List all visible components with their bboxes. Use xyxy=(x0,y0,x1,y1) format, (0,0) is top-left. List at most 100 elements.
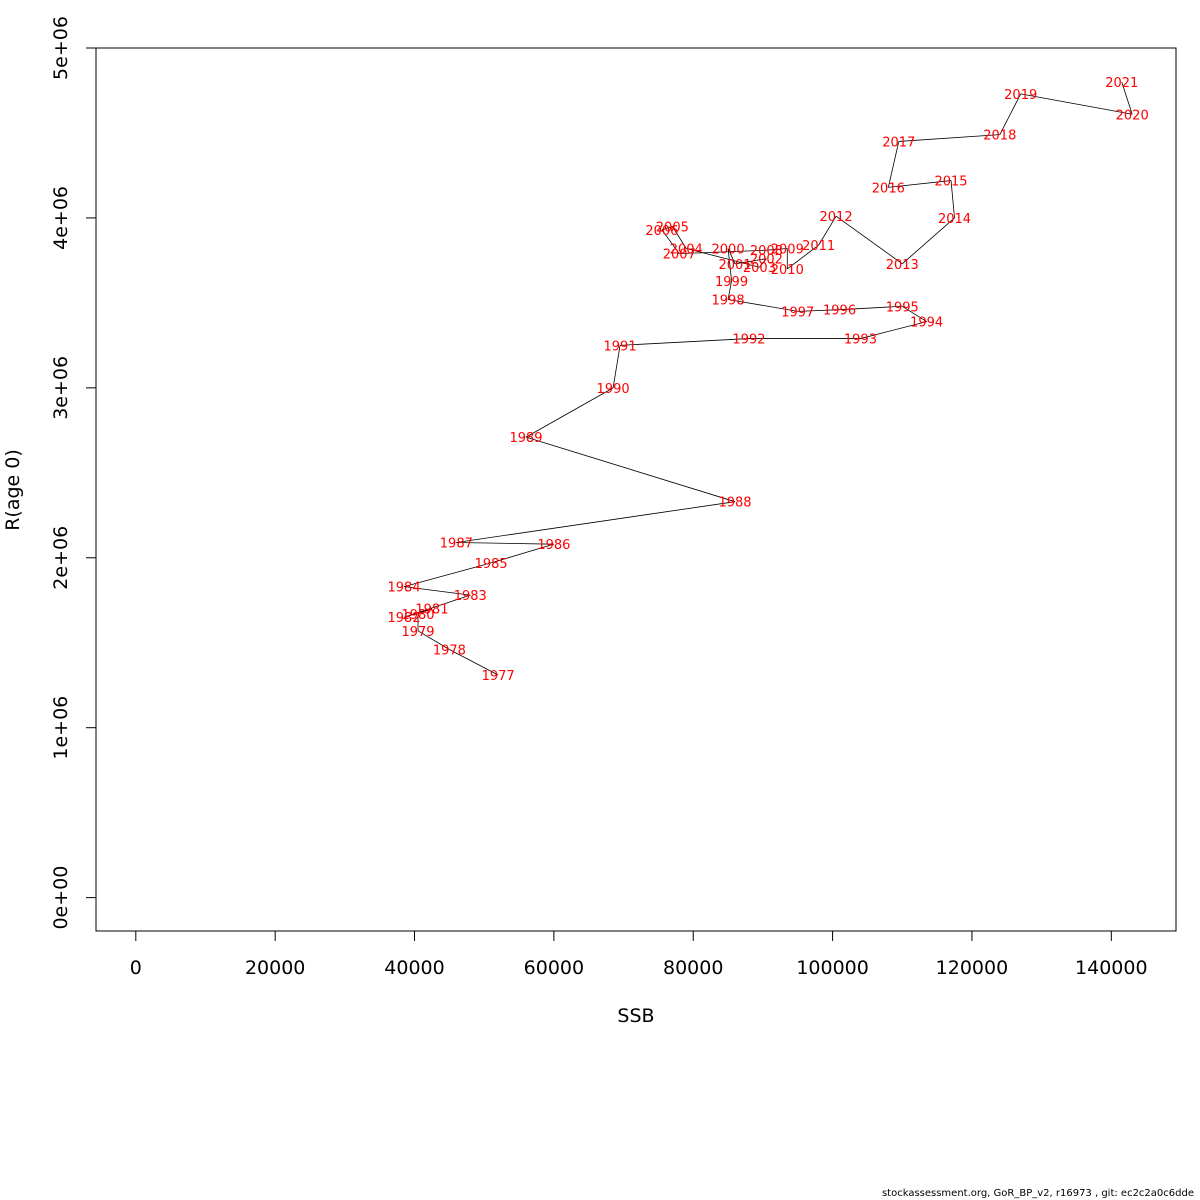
year-label: 1985 xyxy=(475,557,508,572)
trajectory-segment xyxy=(734,258,767,265)
trajectory-segment xyxy=(898,134,1000,142)
year-label: 2012 xyxy=(820,210,853,225)
trajectory-segment xyxy=(999,93,1022,135)
year-label: 1982 xyxy=(388,611,421,626)
year-label: 2009 xyxy=(771,243,804,258)
year-label: 1986 xyxy=(537,538,570,553)
trajectory-line xyxy=(403,81,1133,676)
trajectory-segment xyxy=(403,594,471,618)
year-label: 2005 xyxy=(656,220,689,235)
year-label: 2001 xyxy=(718,258,751,273)
x-tick-label: 140000 xyxy=(1075,957,1148,979)
plot-frame xyxy=(95,47,1177,932)
trajectory-segment xyxy=(661,229,680,254)
trajectory-segment xyxy=(727,248,736,264)
y-axis-label: R(age 0) xyxy=(2,449,24,531)
x-tick-label: 0 xyxy=(130,957,142,979)
trajectory-segment xyxy=(404,586,471,596)
year-label: 2019 xyxy=(1004,88,1037,103)
trajectory-segment xyxy=(403,562,492,588)
year-label: 2003 xyxy=(743,261,776,276)
year-label: 2002 xyxy=(750,253,783,268)
year-label: 1992 xyxy=(732,333,765,348)
trajectory-segment xyxy=(456,542,554,545)
year-label: 1991 xyxy=(604,339,637,354)
year-label: 2017 xyxy=(882,135,915,150)
year-label: 1997 xyxy=(781,305,814,320)
trajectory-segment xyxy=(818,216,837,246)
year-label: 1988 xyxy=(718,496,751,511)
year-label: 1978 xyxy=(433,644,466,659)
year-label: 2013 xyxy=(886,258,919,273)
y-tick-label: 0e+00 xyxy=(50,866,72,930)
trajectory-segment xyxy=(887,141,900,188)
trajectory-segment xyxy=(787,244,819,270)
trajectory-segment xyxy=(835,215,903,265)
trajectory-segment xyxy=(728,299,798,312)
trajectory-segment xyxy=(727,248,732,281)
year-label: 2011 xyxy=(802,239,835,254)
trajectory-segment xyxy=(612,345,621,388)
year-label: 1984 xyxy=(388,581,421,596)
y-tick-label: 5e+06 xyxy=(50,16,72,80)
y-axis: 0e+00 1e+06 2e+06 3e+06 4e+06 5e+06 xyxy=(50,16,97,930)
footer-credit: stockassessment.org, GoR_BP_v2, r16973 ,… xyxy=(881,1188,1194,1199)
year-label: 2006 xyxy=(645,224,678,239)
year-label: 1996 xyxy=(823,304,856,319)
year-label: 1979 xyxy=(401,625,434,640)
trajectory-segment xyxy=(797,309,840,312)
year-label: 2014 xyxy=(938,212,971,227)
y-tick-label: 1e+06 xyxy=(50,696,72,760)
trajectory-segment xyxy=(766,248,788,251)
year-label: 1995 xyxy=(886,300,919,315)
year-label: 1999 xyxy=(715,275,748,290)
y-tick-label: 4e+06 xyxy=(50,186,72,250)
year-label: 2016 xyxy=(872,181,905,196)
x-axis: 0 20000 40000 60000 80000 100000 120000 140000 xyxy=(130,930,1148,979)
year-label: 1977 xyxy=(482,669,515,684)
x-tick-label: 40000 xyxy=(384,957,444,979)
trajectory-segment xyxy=(727,280,732,300)
trajectory-segment xyxy=(888,180,952,188)
trajectory-segment xyxy=(679,249,767,255)
year-label: 2020 xyxy=(1116,108,1149,123)
trajectory-segment xyxy=(839,305,903,311)
y-tick-label: 2e+06 xyxy=(50,526,72,590)
trajectory-segment xyxy=(759,258,767,268)
year-label: 1993 xyxy=(844,333,877,348)
year-label: 1983 xyxy=(454,589,487,604)
trajectory-segment xyxy=(661,226,673,231)
x-tick-label: 100000 xyxy=(796,957,869,979)
trajectory-segment xyxy=(860,321,927,339)
x-tick-label: 60000 xyxy=(524,957,584,979)
year-label: 2018 xyxy=(983,129,1016,144)
year-label: 1989 xyxy=(509,431,542,446)
year-label: 2008 xyxy=(750,244,783,259)
x-tick-label: 80000 xyxy=(663,957,723,979)
year-label: 2010 xyxy=(771,263,804,278)
trajectory-segment xyxy=(620,338,749,346)
year-label: 1990 xyxy=(597,382,630,397)
x-tick-label: 20000 xyxy=(245,957,305,979)
year-label: 2000 xyxy=(712,243,745,258)
trajectory-segment xyxy=(671,226,687,249)
x-tick-label: 120000 xyxy=(936,957,1009,979)
year-label: 2021 xyxy=(1105,76,1138,91)
year-label: 1998 xyxy=(712,293,745,308)
year-label: 1994 xyxy=(910,316,943,331)
trajectory-segment xyxy=(902,217,955,265)
trajectory-segment xyxy=(525,436,736,503)
year-label: 2007 xyxy=(663,248,696,263)
trajectory-segment xyxy=(491,543,554,564)
trajectory-segment xyxy=(902,305,927,322)
trajectory-segment xyxy=(417,630,450,650)
y-tick-label: 3e+06 xyxy=(50,356,72,420)
trajectory-segment xyxy=(686,248,760,268)
year-label: 2004 xyxy=(670,243,703,258)
trajectory-segment xyxy=(1020,93,1133,115)
trajectory-segment xyxy=(950,180,955,218)
trajectory-segment xyxy=(456,501,736,543)
trajectory-segment xyxy=(1121,81,1133,115)
